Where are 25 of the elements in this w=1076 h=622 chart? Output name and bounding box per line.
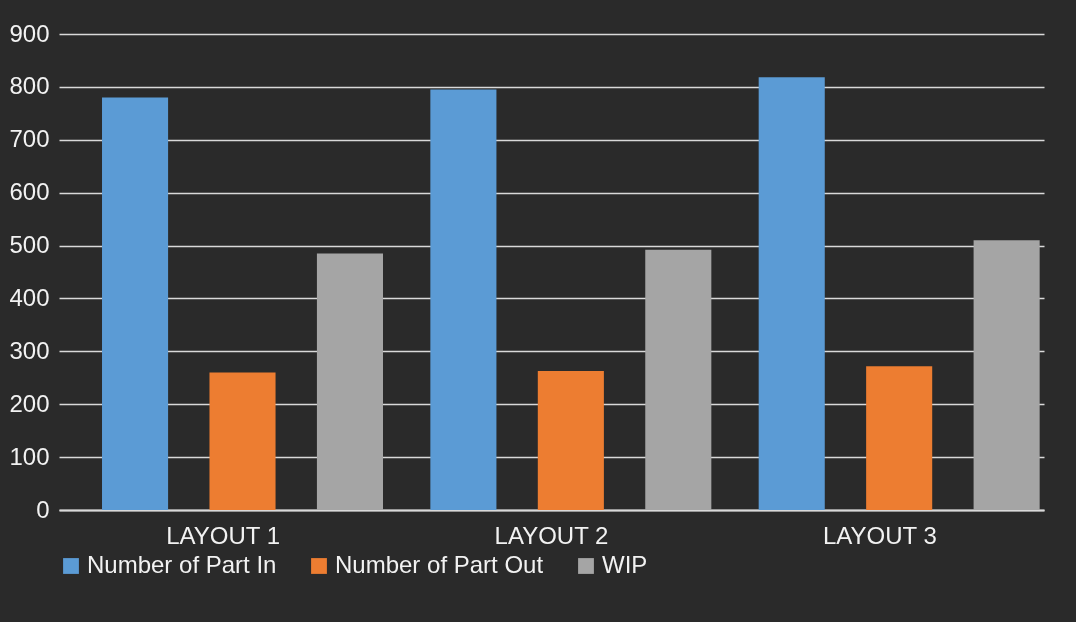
bar bbox=[316, 253, 384, 510]
y-tick-label: 200 bbox=[9, 389, 50, 417]
bar bbox=[102, 97, 169, 510]
y-tick-label: 300 bbox=[9, 336, 50, 364]
y-tick-label: 400 bbox=[9, 283, 50, 311]
y-tick-label: 0 bbox=[36, 495, 50, 523]
bar bbox=[430, 89, 497, 510]
bar bbox=[758, 77, 825, 510]
legend-label: Number of Part In bbox=[87, 551, 277, 578]
y-tick-label: 600 bbox=[9, 178, 50, 206]
x-tick-label: LAYOUT 2 bbox=[494, 521, 609, 549]
y-tick-label: 100 bbox=[9, 442, 50, 470]
y-tick-label: 500 bbox=[9, 231, 50, 259]
bar bbox=[866, 366, 933, 510]
bar bbox=[645, 249, 712, 510]
x-tick-label: LAYOUT 1 bbox=[166, 521, 281, 549]
legend-label: WIP bbox=[602, 551, 648, 578]
x-tick-label: LAYOUT 3 bbox=[822, 521, 937, 549]
bar bbox=[537, 370, 604, 510]
bar bbox=[973, 240, 1040, 510]
y-tick-label: 700 bbox=[9, 125, 50, 153]
bar bbox=[209, 372, 276, 510]
y-tick-label: 800 bbox=[9, 72, 50, 100]
legend-label: Number of Part Out bbox=[335, 551, 544, 578]
y-tick-label: 900 bbox=[9, 19, 50, 47]
